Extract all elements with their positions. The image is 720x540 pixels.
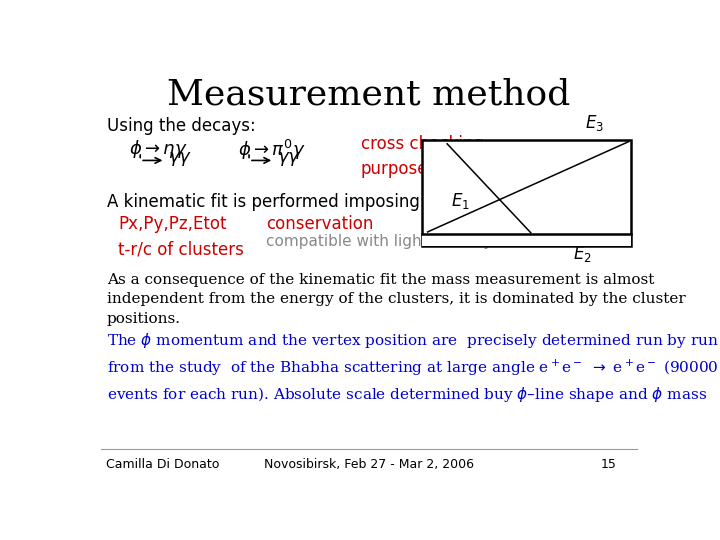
Text: compatible with light velocity: compatible with light velocity bbox=[266, 234, 492, 249]
Bar bbox=[422, 234, 631, 246]
Text: Using the decays:: Using the decays: bbox=[107, 117, 256, 135]
Text: Px,Py,Pz,Etot
t-r/c of clusters: Px,Py,Pz,Etot t-r/c of clusters bbox=[118, 215, 244, 258]
Text: $\phi \rightarrow \eta\gamma$: $\phi \rightarrow \eta\gamma$ bbox=[129, 138, 188, 159]
Text: Camilla Di Donato: Camilla Di Donato bbox=[106, 458, 219, 471]
Text: conservation: conservation bbox=[266, 215, 373, 233]
Text: As a consequence of the kinematic fit the mass measurement is almost
independent: As a consequence of the kinematic fit th… bbox=[107, 273, 685, 326]
Text: Measurement method: Measurement method bbox=[167, 77, 571, 111]
Text: $\gamma\gamma$: $\gamma\gamma$ bbox=[168, 150, 192, 168]
Text: $\gamma\gamma$: $\gamma\gamma$ bbox=[277, 150, 301, 168]
Text: $\phi \rightarrow \pi^{0}\gamma$: $\phi \rightarrow \pi^{0}\gamma$ bbox=[238, 138, 305, 161]
Text: A kinematic fit is performed imposing:: A kinematic fit is performed imposing: bbox=[107, 193, 426, 211]
Text: $E_3$: $E_3$ bbox=[585, 113, 604, 133]
Text: Novosibirsk, Feb 27 - Mar 2, 2006: Novosibirsk, Feb 27 - Mar 2, 2006 bbox=[264, 458, 474, 471]
Text: 15: 15 bbox=[601, 458, 617, 471]
Text: cross checking
purpose: cross checking purpose bbox=[361, 136, 484, 179]
Text: The $\phi$ momentum and the vertex position are  precisely determined run by run: The $\phi$ momentum and the vertex posit… bbox=[107, 331, 719, 404]
Text: $E_1$: $E_1$ bbox=[451, 191, 470, 211]
Text: $E_2$: $E_2$ bbox=[572, 245, 591, 265]
Bar bbox=[422, 140, 631, 246]
